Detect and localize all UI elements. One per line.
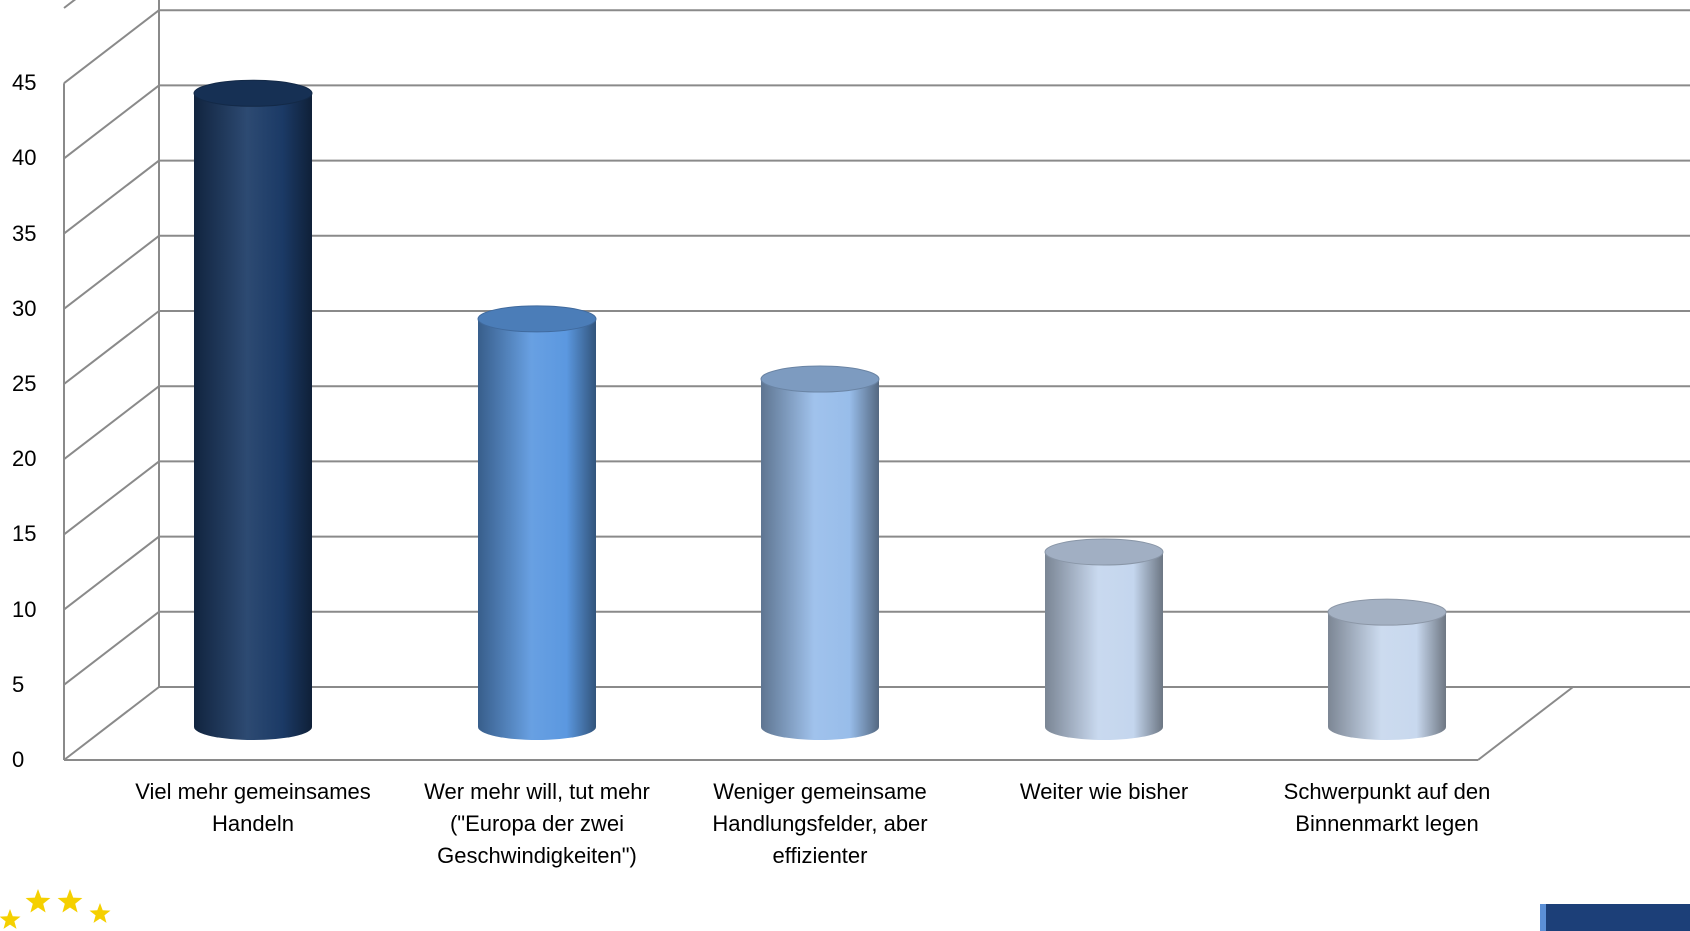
eu-stars-icon <box>0 889 111 929</box>
gridline-side <box>63 84 160 160</box>
gridline-side <box>63 310 160 385</box>
gridline-side <box>63 460 160 536</box>
x-tick-label: Wer mehr will, tut mehr ("Europa der zwei… <box>424 779 650 868</box>
y-tick-label: 15 <box>12 521 37 547</box>
bar <box>1327 598 1447 740</box>
gridline-side <box>63 159 160 235</box>
gridline-side <box>63 0 77 9</box>
floor-right-edge <box>1477 686 1574 761</box>
gridlines <box>63 0 1690 761</box>
y-tick-label: 35 <box>12 220 37 246</box>
x-tick-label: Weiter wie bisher <box>1019 779 1189 804</box>
y-tick-label: 10 <box>12 596 37 622</box>
brand-bar <box>1540 904 1690 931</box>
y-tick-label: 0 <box>12 747 25 772</box>
gridline-side <box>63 611 160 686</box>
star-icon <box>89 903 111 923</box>
y-tick-label: 45 <box>12 70 37 96</box>
bar-body <box>194 93 312 740</box>
star-icon <box>0 909 21 929</box>
star-icon <box>25 889 51 913</box>
x-tick-label: Weniger gemeinsame Handlungsfelder, aber e… <box>712 779 928 868</box>
gridline-side <box>63 385 160 460</box>
x-tick-label: Schwerpunkt auf den Binnenmarkt legen <box>1283 779 1491 836</box>
brand-bar-accent <box>1540 904 1546 931</box>
gridline-side <box>63 9 160 84</box>
gridline-side <box>63 686 160 761</box>
bar <box>477 305 597 740</box>
y-tick-label: 40 <box>12 145 37 171</box>
y-tick-label: 5 <box>12 671 25 697</box>
star-icon <box>57 889 83 913</box>
bar-top <box>760 365 880 393</box>
gridline-side <box>63 535 160 611</box>
bar-body <box>1328 612 1446 740</box>
bar-body <box>1045 552 1163 740</box>
brand-bar-fill <box>1546 904 1690 931</box>
bar <box>193 79 313 740</box>
bar-top <box>193 79 313 107</box>
bar-series <box>193 79 1447 740</box>
bar-body <box>478 318 596 740</box>
gridline-side <box>63 235 160 310</box>
bar-body <box>761 379 879 740</box>
y-tick-label: 25 <box>12 371 37 396</box>
bar-top <box>1327 598 1447 626</box>
y-tick-label: 20 <box>12 446 37 472</box>
y-tick-label: 30 <box>12 295 37 321</box>
bar-top <box>1044 538 1164 566</box>
bar-top <box>477 305 597 333</box>
bar <box>1044 538 1164 740</box>
x-tick-label: Viel mehr gemeinsames Handeln <box>135 779 371 836</box>
bar <box>760 365 880 740</box>
